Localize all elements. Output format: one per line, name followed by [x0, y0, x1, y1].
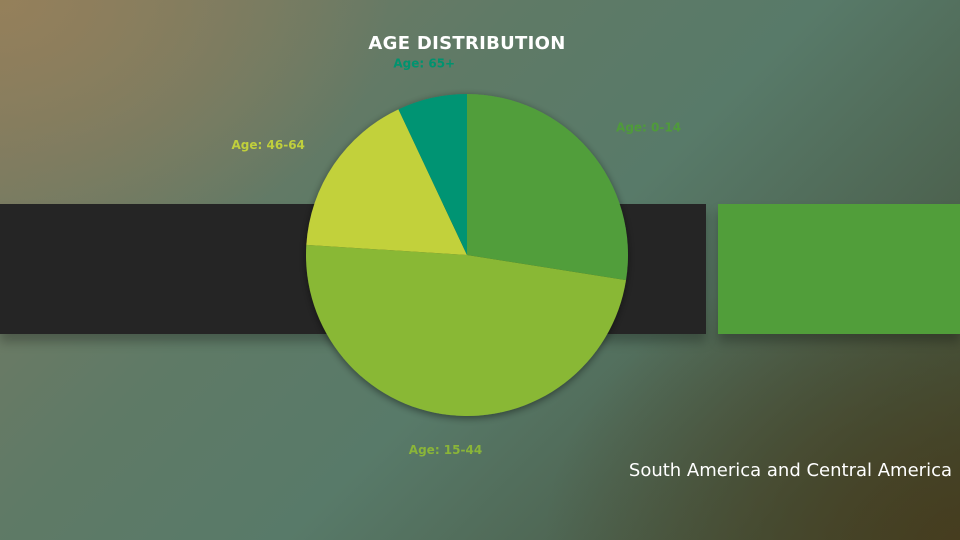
- chart-title: AGE DISTRIBUTION: [368, 33, 566, 54]
- pie-labels: Age: 0-14 Age: 15-44 Age: 46-64 Age: 65+: [232, 57, 682, 457]
- pie-label-2: Age: 15-44: [409, 443, 482, 457]
- green-banner: [718, 204, 960, 334]
- pie-slice-2: [306, 244, 627, 417]
- pie-slices: [306, 94, 628, 417]
- pie-label-3: Age: 46-64: [232, 138, 305, 152]
- pie-slice-1: [467, 94, 628, 281]
- pie-label-4: Age: 65+: [393, 57, 455, 71]
- pie-label-1: Age: 0-14: [616, 121, 681, 135]
- pie-slice-3: [306, 109, 467, 255]
- pie-slice-4: [398, 94, 467, 255]
- region-caption: South America and Central America: [628, 460, 952, 481]
